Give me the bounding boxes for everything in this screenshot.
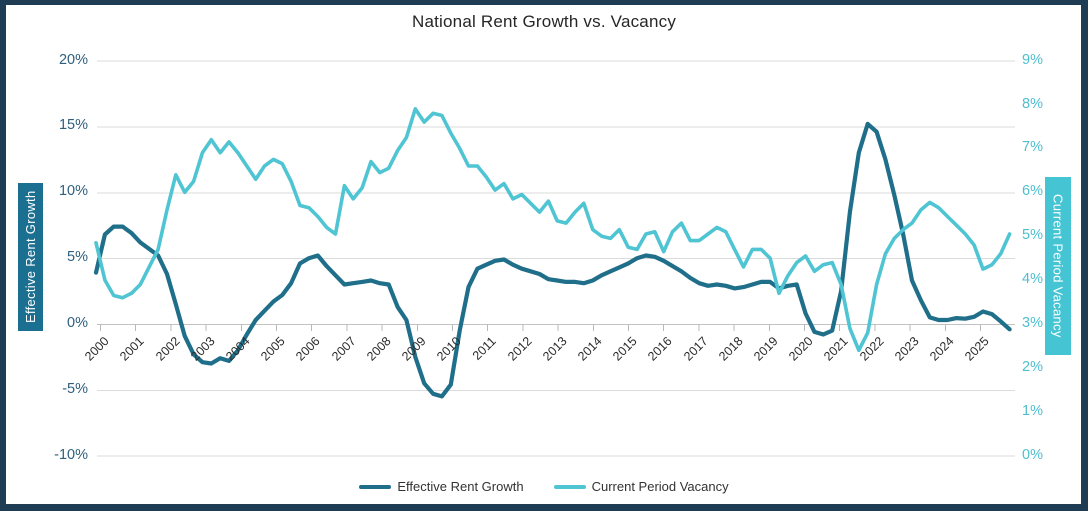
y-axis-left-tick-label: 10% — [58, 183, 88, 200]
frame-border-left — [0, 0, 6, 511]
y-axis-right-tick-label: 4% — [1022, 271, 1043, 288]
y-axis-right-title: Current Period Vacancy — [1045, 177, 1071, 355]
y-axis-left-tick-label: 15% — [58, 117, 88, 134]
y-axis-left-tick-label: -10% — [54, 446, 88, 463]
y-axis-left-tick-label: 0% — [67, 315, 88, 331]
rent-growth-line — [93, 121, 1012, 399]
y-axis-right-tick-label: 6% — [1022, 183, 1043, 200]
legend: Effective Rent Growth Current Period Vac… — [0, 479, 1088, 494]
y-axis-right-tick-label: 3% — [1022, 315, 1043, 331]
legend-item-current-period-vacancy: Current Period Vacancy — [553, 479, 729, 494]
y-axis-left-tick-label: 20% — [58, 51, 88, 68]
chart-title: National Rent Growth vs. Vacancy — [411, 12, 677, 31]
y-axis-left-tick-label: -5% — [62, 380, 88, 397]
frame-border-bottom — [0, 504, 1088, 511]
legend-line-swatch-rent — [359, 484, 392, 489]
y-axis-right-tick-label: 8% — [1022, 95, 1043, 112]
vacancy-line — [94, 107, 1012, 353]
frame-border-right — [1081, 0, 1088, 511]
legend-line-swatch-vacancy — [553, 484, 586, 489]
y-axis-right-tick-label: 2% — [1022, 358, 1043, 375]
y-axis-right-tick-label: 1% — [1022, 402, 1043, 419]
y-axis-left-title: Effective Rent Growth — [18, 183, 43, 331]
legend-label-rent: Effective Rent Growth — [397, 479, 524, 494]
y-axis-right-tick-label: 0% — [1022, 446, 1043, 463]
y-axis-right-tick-label: 9% — [1022, 51, 1043, 68]
y-axis-right-tick-label: 7% — [1022, 139, 1043, 156]
legend-item-effective-rent-growth: Effective Rent Growth — [359, 479, 524, 494]
y-axis-left-tick-label: 5% — [67, 249, 88, 266]
y-axis-right-tick-label: 5% — [1022, 227, 1043, 244]
frame-border-top — [0, 0, 1088, 5]
legend-label-vacancy: Current Period Vacancy — [591, 479, 729, 494]
